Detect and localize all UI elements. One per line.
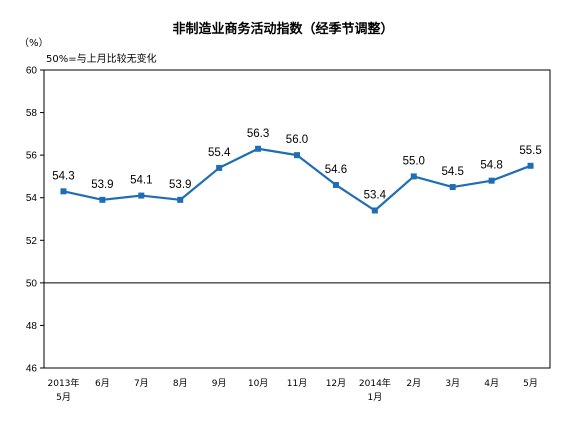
x-tick-label: 2月 (406, 378, 421, 389)
data-point (410, 173, 417, 180)
data-label: 53.4 (364, 189, 387, 201)
x-tick-label: 5月 (56, 392, 71, 403)
data-label: 56.3 (247, 128, 269, 140)
data-point (371, 207, 378, 214)
data-label: 55.0 (403, 155, 425, 167)
data-label: 54.3 (52, 170, 74, 182)
data-label: 56.0 (286, 134, 308, 146)
data-point (138, 192, 145, 199)
x-tick-label: 12月 (326, 378, 346, 389)
series-group (60, 145, 534, 214)
y-tick-label: 46 (26, 364, 38, 375)
data-label: 55.4 (208, 147, 231, 159)
plot-area-frame (43, 69, 551, 369)
data-point (255, 145, 262, 152)
data-point (216, 164, 223, 171)
y-tick-label: 56 (26, 151, 38, 162)
x-tick-label: 6月 (95, 378, 110, 389)
x-tick-label: 9月 (212, 378, 227, 389)
y-axis-ticks: 46 48 50 52 54 56 58 60 (26, 66, 44, 375)
x-tick-label: 5月 (523, 378, 538, 389)
chart-title: 非制造业商务活动指数（经季节调整） (172, 21, 393, 37)
x-tick-label: 7月 (134, 378, 149, 389)
x-tick-label: 11月 (287, 378, 307, 389)
data-point (332, 181, 339, 188)
y-tick-label: 52 (26, 236, 38, 247)
data-label: 54.1 (130, 175, 152, 187)
x-tick-label: 10月 (248, 378, 268, 389)
y-tick-label: 48 (26, 321, 38, 332)
x-tick-label: 2013年 (48, 377, 80, 389)
data-point (60, 188, 67, 195)
y-tick-label: 54 (26, 193, 38, 204)
x-tick-label: 8月 (173, 378, 188, 389)
data-label: 54.8 (480, 160, 502, 172)
data-label: 54.5 (441, 166, 463, 178)
data-point (488, 177, 495, 184)
x-tick-label: 3月 (445, 378, 460, 389)
x-tick-label: 2014年 (359, 377, 391, 389)
y-unit-label: （%） (19, 37, 49, 49)
data-point (177, 196, 184, 203)
data-point (449, 184, 456, 191)
data-label: 54.6 (325, 164, 347, 176)
data-label: 53.9 (169, 179, 191, 191)
data-point (527, 162, 534, 169)
data-point (294, 152, 300, 159)
data-label: 55.5 (519, 145, 541, 157)
data-point (99, 196, 106, 203)
data-labels: 54.3 53.9 54.1 53.9 55.4 56.3 56.0 54.6 53.4 55.0… (52, 128, 541, 202)
y-tick-label: 60 (26, 66, 38, 77)
x-axis-ticks: 2013年 5月 6月 7月 8月 9月 10月 11月 12月 2014年 1月 2月 3月 4月 5月 (48, 377, 538, 403)
y-tick-label: 50 (26, 278, 38, 289)
y-tick-label: 58 (26, 108, 38, 119)
x-tick-label: 4月 (484, 378, 499, 389)
chart-note: 50%=与上月比较无变化 (46, 52, 157, 65)
data-label: 53.9 (91, 179, 113, 191)
x-tick-label: 1月 (367, 392, 382, 403)
